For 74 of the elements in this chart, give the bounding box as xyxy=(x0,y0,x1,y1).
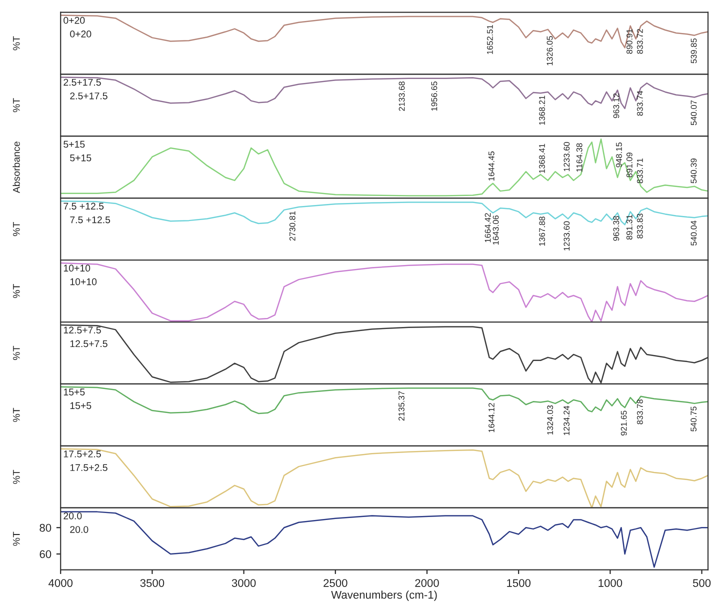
y-axis-title: %T xyxy=(12,98,20,112)
y-axis-title: %T xyxy=(12,36,20,50)
annotation: 540.07 xyxy=(690,100,697,126)
annotation: 1644.12 xyxy=(488,403,494,432)
annotation: 1956.65 xyxy=(431,82,438,111)
x-tick-label: 4000 xyxy=(48,579,73,587)
x-axis-title: Wavenumbers (cm-1) xyxy=(331,590,437,601)
annotation: 833.83 xyxy=(636,214,643,238)
annotation: 891.09 xyxy=(626,152,632,178)
y-axis-title: %T xyxy=(12,222,20,236)
annotation: 1233.60 xyxy=(564,142,570,172)
annotation: 948.15 xyxy=(616,142,622,168)
annotation: 891.31 xyxy=(626,214,632,240)
annotation: 1324.03 xyxy=(547,405,554,435)
annotation: 2133.68 xyxy=(398,82,405,111)
annotation: 2730.81 xyxy=(289,211,296,241)
annotation: 921.65 xyxy=(620,410,627,436)
annotation: 890.91 xyxy=(626,29,632,54)
annotation: 833.74 xyxy=(636,90,643,116)
annotation: 1368.21 xyxy=(539,96,545,125)
annotation: 2.5+17.5 xyxy=(70,92,108,100)
x-tick-label: 1500 xyxy=(507,579,531,587)
annotation: 15+5 xyxy=(64,388,85,396)
annotation: 1234.24 xyxy=(564,406,570,436)
y-tick-label: 60 xyxy=(40,550,52,558)
x-tick-label: 3500 xyxy=(140,579,164,587)
y-tick-label: 80 xyxy=(40,524,52,532)
annotation: 1664.42 xyxy=(484,213,491,242)
y-axis-title: Absorbance xyxy=(12,142,20,194)
annotation: 1368.41 xyxy=(539,144,545,173)
annotation: 7.5 +12.5 xyxy=(70,216,110,224)
annotation: 20.0 xyxy=(64,512,82,520)
annotation: 540.39 xyxy=(690,158,697,184)
annotation: 2135.37 xyxy=(398,391,404,421)
annotation: 0+20 xyxy=(64,16,85,24)
x-tick-label: 500 xyxy=(692,579,711,587)
annotation: 539.85 xyxy=(690,38,697,64)
annotation: 833.78 xyxy=(636,400,643,424)
annotation: 7.5 +12.5 xyxy=(64,202,104,210)
annotation: 2.5+17.5 xyxy=(64,78,101,86)
annotation: 1233.60 xyxy=(564,221,570,250)
annotation: 540.75 xyxy=(690,406,697,432)
annotation: 1643.06 xyxy=(492,215,499,245)
annotation: 10+10 xyxy=(64,264,90,272)
y-axis-title: %T xyxy=(12,284,20,298)
annotation: 17.5+2.5 xyxy=(70,464,108,472)
annotation: 12.5+7.5 xyxy=(70,340,108,348)
annotation: 1644.45 xyxy=(488,151,494,181)
annotation: 17.5+2.5 xyxy=(64,450,101,458)
y-axis-title: %T xyxy=(12,408,20,422)
annotation: 0+20 xyxy=(70,30,92,38)
annotation: 20.0 xyxy=(70,526,88,533)
annotation: 12.5+7.5 xyxy=(64,326,101,334)
annotation: 5+15 xyxy=(64,140,85,148)
annotation: 1367.88 xyxy=(539,216,546,246)
y-axis-title: %T xyxy=(12,532,20,546)
annotation: 963.38 xyxy=(613,216,620,241)
line-series xyxy=(60,511,708,568)
annotation: 963.12 xyxy=(613,93,620,118)
annotation: 5+15 xyxy=(70,154,92,162)
annotation: 1164.38 xyxy=(576,143,582,172)
annotation: 10+10 xyxy=(70,278,97,286)
annotation: 833.72 xyxy=(636,29,643,54)
annotation: 833.71 xyxy=(636,158,643,184)
annotation: 540.04 xyxy=(690,220,697,246)
annotation: 1652.51 xyxy=(486,24,493,54)
x-tick-label: 2000 xyxy=(415,579,439,587)
x-tick-label: 2500 xyxy=(324,579,348,587)
annotation: 15+5 xyxy=(70,402,92,410)
y-axis-title: %T xyxy=(12,470,20,484)
annotation: 1326.05 xyxy=(546,36,553,66)
x-tick-label: 3000 xyxy=(232,579,256,587)
x-tick-label: 1000 xyxy=(598,579,622,587)
y-axis-title: %T xyxy=(12,346,20,360)
